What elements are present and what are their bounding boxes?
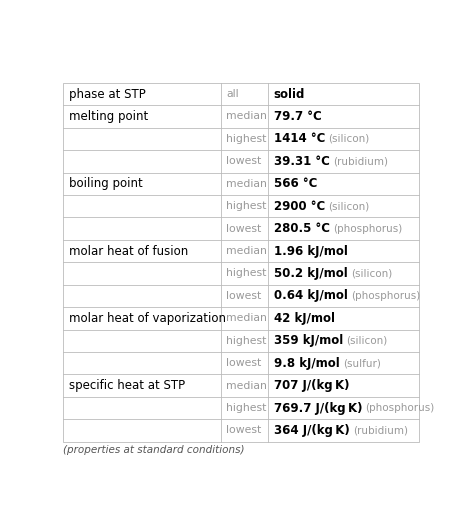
- Text: molar heat of fusion: molar heat of fusion: [69, 245, 188, 257]
- Text: (silicon): (silicon): [346, 336, 387, 346]
- Text: lowest: lowest: [226, 425, 261, 435]
- Text: 707 J/(kg K): 707 J/(kg K): [274, 379, 349, 392]
- Text: 280.5 °C: 280.5 °C: [274, 222, 330, 235]
- Text: (rubidium): (rubidium): [352, 425, 407, 435]
- Text: highest: highest: [226, 201, 266, 211]
- Text: boiling point: boiling point: [69, 177, 142, 190]
- Text: 769.7 J/(kg K): 769.7 J/(kg K): [274, 402, 362, 415]
- Text: 359 kJ/mol: 359 kJ/mol: [274, 334, 343, 347]
- Text: 1.96 kJ/mol: 1.96 kJ/mol: [274, 245, 348, 257]
- Text: lowest: lowest: [226, 291, 261, 301]
- Text: (silicon): (silicon): [351, 268, 392, 279]
- Text: 566 °C: 566 °C: [274, 177, 317, 190]
- Text: melting point: melting point: [69, 110, 148, 123]
- Text: highest: highest: [226, 336, 266, 346]
- Text: (phosphorus): (phosphorus): [351, 291, 420, 301]
- Text: lowest: lowest: [226, 223, 261, 234]
- Text: highest: highest: [226, 268, 266, 279]
- Text: 9.8 kJ/mol: 9.8 kJ/mol: [274, 357, 339, 370]
- Text: (phosphorus): (phosphorus): [365, 403, 435, 413]
- Text: lowest: lowest: [226, 156, 261, 166]
- Text: solid: solid: [274, 87, 305, 100]
- Text: phase at STP: phase at STP: [69, 87, 146, 100]
- Text: (silicon): (silicon): [328, 201, 369, 211]
- Text: (sulfur): (sulfur): [343, 358, 381, 368]
- Text: (properties at standard conditions): (properties at standard conditions): [63, 445, 244, 455]
- Text: lowest: lowest: [226, 358, 261, 368]
- Text: median: median: [226, 246, 267, 256]
- Text: highest: highest: [226, 134, 266, 144]
- Text: median: median: [226, 112, 267, 121]
- Text: 50.2 kJ/mol: 50.2 kJ/mol: [274, 267, 347, 280]
- Text: 39.31 °C: 39.31 °C: [274, 155, 329, 168]
- Text: 0.64 kJ/mol: 0.64 kJ/mol: [274, 290, 348, 302]
- Text: (silicon): (silicon): [328, 134, 369, 144]
- Text: specific heat at STP: specific heat at STP: [69, 379, 185, 392]
- Text: (phosphorus): (phosphorus): [333, 223, 402, 234]
- Text: median: median: [226, 313, 267, 323]
- Text: molar heat of vaporization: molar heat of vaporization: [69, 312, 226, 325]
- Text: 2900 °C: 2900 °C: [274, 200, 325, 212]
- Text: 42 kJ/mol: 42 kJ/mol: [274, 312, 335, 325]
- Text: 364 J/(kg K): 364 J/(kg K): [274, 424, 350, 437]
- Text: 1414 °C: 1414 °C: [274, 132, 325, 145]
- Text: highest: highest: [226, 403, 266, 413]
- Text: (rubidium): (rubidium): [333, 156, 388, 166]
- Text: all: all: [226, 89, 239, 99]
- Text: 79.7 °C: 79.7 °C: [274, 110, 321, 123]
- Text: median: median: [226, 179, 267, 189]
- Text: median: median: [226, 381, 267, 390]
